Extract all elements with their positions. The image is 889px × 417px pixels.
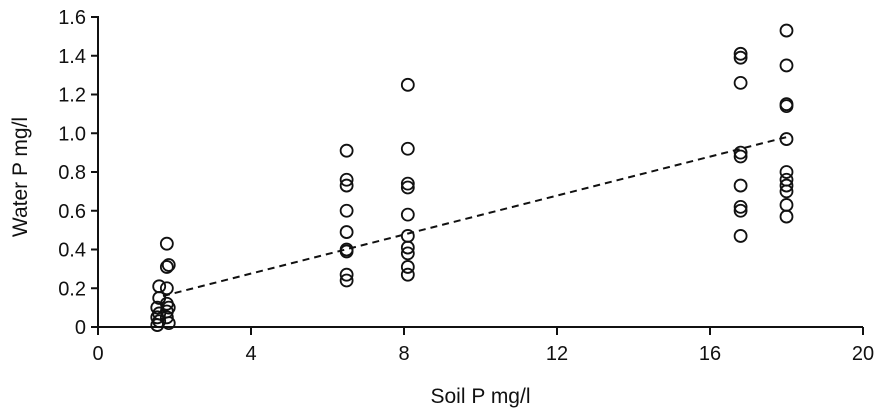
- data-point: [779, 58, 794, 73]
- data-point: [339, 203, 354, 218]
- data-point: [733, 46, 748, 61]
- data-point: [779, 23, 794, 38]
- y-tick-label: 0.8: [58, 162, 86, 184]
- y-axis-title: Water P mg/l: [9, 117, 32, 237]
- data-point: [339, 225, 354, 239]
- data-point: [400, 267, 415, 282]
- data-point: [159, 260, 174, 274]
- data-point: [400, 176, 415, 191]
- data-point: [733, 203, 748, 218]
- data-point: [779, 198, 794, 212]
- data-point: [400, 207, 415, 222]
- data-point: [400, 229, 415, 243]
- data-point: [733, 75, 748, 90]
- data-points: [150, 23, 794, 332]
- x-tick-label: 20: [852, 343, 874, 365]
- x-tick-label: 16: [699, 343, 721, 365]
- y-tick-label: 1.0: [58, 123, 86, 145]
- data-point: [733, 199, 748, 214]
- data-point: [161, 258, 176, 272]
- data-point: [733, 145, 748, 160]
- data-point: [400, 77, 415, 92]
- data-point: [339, 267, 354, 282]
- data-point: [779, 165, 794, 179]
- data-point: [339, 178, 354, 193]
- data-point: [159, 310, 174, 325]
- trendline-layer: [162, 136, 787, 297]
- y-axis-ticks: 0 0.2 0.4 0.6 0.8 1.0 1.2 1.4 1.6: [58, 7, 98, 339]
- y-tick-label: 1.2: [58, 85, 86, 107]
- data-point: [159, 236, 174, 251]
- y-tick-label: 0: [75, 317, 86, 339]
- data-point: [733, 229, 748, 243]
- data-point: [779, 209, 794, 224]
- data-point: [400, 246, 415, 261]
- data-point: [339, 172, 354, 187]
- data-point: [733, 178, 748, 193]
- y-tick-label: 0.2: [58, 278, 86, 300]
- data-point: [159, 296, 174, 311]
- data-point: [779, 172, 794, 187]
- trendline: [162, 136, 787, 297]
- data-point: [779, 97, 794, 112]
- data-point: [159, 281, 174, 296]
- x-tick-label: 0: [92, 343, 103, 365]
- x-tick-label: 4: [245, 343, 256, 365]
- data-point: [339, 143, 354, 158]
- data-point: [339, 273, 354, 288]
- axes: [97, 16, 863, 328]
- y-tick-label: 1.4: [58, 46, 86, 68]
- data-point: [152, 279, 167, 294]
- y-tick-label: 0.6: [58, 201, 86, 223]
- data-point: [779, 178, 794, 193]
- x-axis-ticks: 0 4 8 12 16 20: [92, 327, 874, 365]
- y-tick-label: 1.6: [58, 7, 86, 29]
- data-point: [733, 50, 748, 65]
- data-point: [779, 132, 794, 146]
- x-tick-label: 8: [398, 343, 409, 365]
- y-tick-label: 0.4: [58, 240, 86, 262]
- data-point: [339, 242, 354, 257]
- data-point: [400, 180, 415, 195]
- data-point: [400, 141, 415, 156]
- x-tick-label: 12: [546, 343, 568, 365]
- x-axis-title: Soil P mg/l: [431, 385, 531, 408]
- data-point: [733, 149, 748, 164]
- data-point: [400, 260, 415, 274]
